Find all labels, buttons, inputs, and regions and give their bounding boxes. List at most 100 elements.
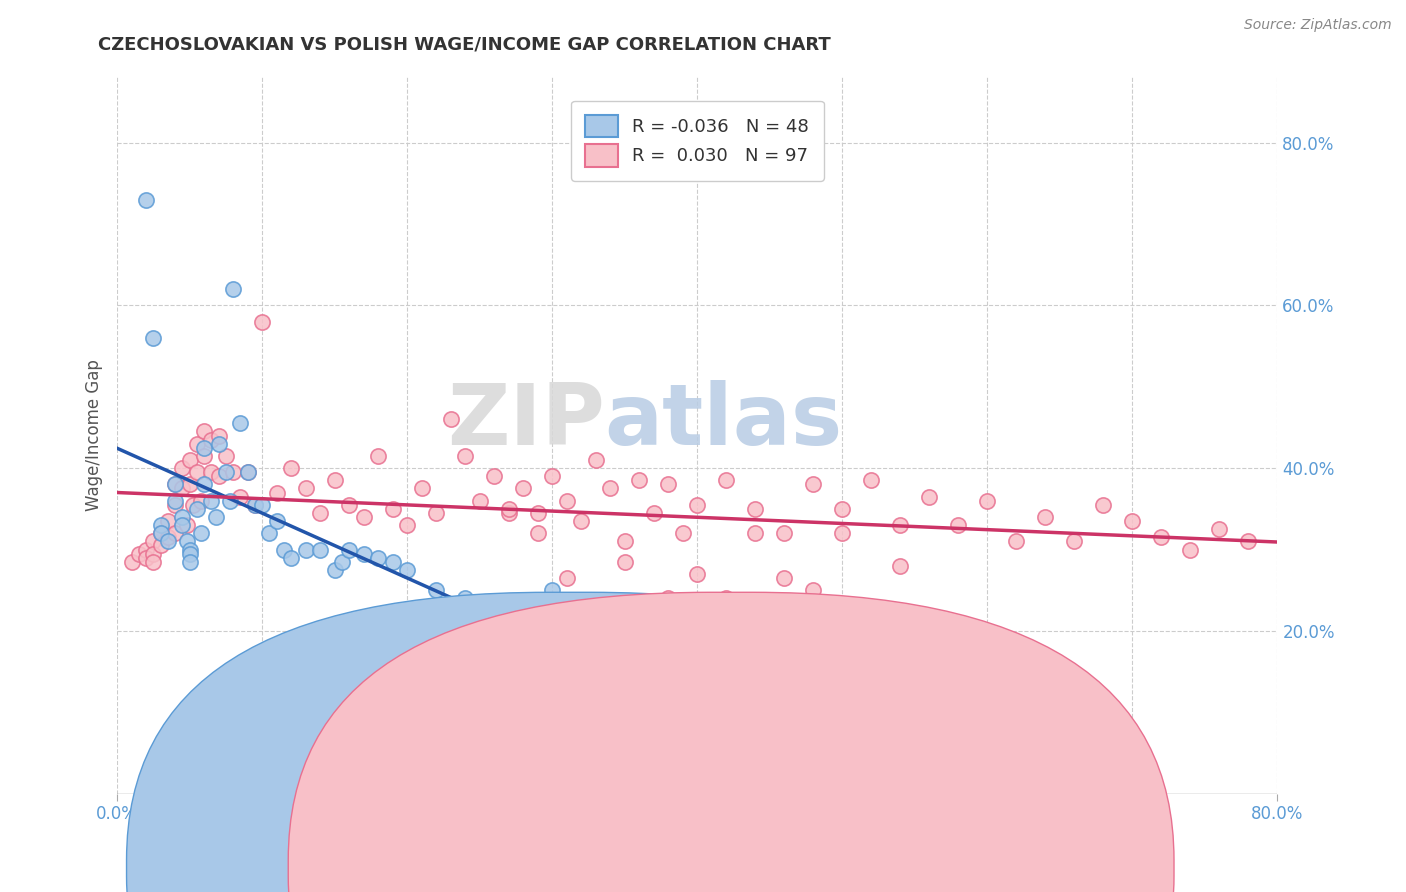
Point xyxy=(156,530,179,544)
Point xyxy=(222,282,245,296)
Point xyxy=(179,453,201,467)
Point xyxy=(686,566,709,581)
Point xyxy=(716,473,738,487)
Point xyxy=(425,583,447,598)
Point xyxy=(411,628,433,642)
Point xyxy=(585,652,607,666)
Point xyxy=(186,465,208,479)
Point xyxy=(172,518,194,533)
Text: ZIP: ZIP xyxy=(447,380,605,463)
Point xyxy=(353,547,375,561)
Point xyxy=(440,412,463,426)
Point xyxy=(337,542,360,557)
Point xyxy=(309,506,332,520)
Text: Czechoslovakians: Czechoslovakians xyxy=(560,847,706,865)
Point xyxy=(149,518,172,533)
Point xyxy=(193,449,215,463)
Point xyxy=(219,493,242,508)
Point xyxy=(889,518,911,533)
Point xyxy=(454,591,477,606)
Point xyxy=(181,498,204,512)
Point xyxy=(259,526,281,541)
Point xyxy=(165,526,187,541)
Point xyxy=(165,477,187,491)
Point xyxy=(200,493,222,508)
Point xyxy=(208,428,231,442)
Point xyxy=(686,498,709,512)
Point xyxy=(208,469,231,483)
Text: Source: ZipAtlas.com: Source: ZipAtlas.com xyxy=(1244,18,1392,32)
Point xyxy=(585,453,607,467)
Point xyxy=(149,526,172,541)
Point xyxy=(186,501,208,516)
Point xyxy=(243,498,266,512)
Point xyxy=(142,547,165,561)
Point xyxy=(716,591,738,606)
Point xyxy=(1208,522,1230,536)
Point xyxy=(555,571,578,585)
Point xyxy=(541,583,564,598)
Point xyxy=(381,555,404,569)
Point xyxy=(801,477,824,491)
Point xyxy=(396,563,419,577)
Point xyxy=(672,526,695,541)
Point xyxy=(468,493,491,508)
Point xyxy=(367,449,389,463)
Point xyxy=(190,526,212,541)
Point xyxy=(1005,534,1028,549)
Point xyxy=(918,490,941,504)
Point xyxy=(396,518,419,533)
Point xyxy=(657,477,679,491)
Point xyxy=(149,538,172,552)
Point xyxy=(773,571,796,585)
Point xyxy=(142,555,165,569)
Point xyxy=(613,555,636,569)
Point xyxy=(330,555,353,569)
Point xyxy=(541,469,564,483)
Point xyxy=(280,550,302,565)
Point xyxy=(243,498,266,512)
Point xyxy=(236,465,259,479)
Point xyxy=(165,493,187,508)
Point xyxy=(135,542,157,557)
Point xyxy=(250,315,273,329)
Point xyxy=(948,518,970,533)
Point xyxy=(266,485,288,500)
Point xyxy=(860,473,883,487)
Point xyxy=(323,473,346,487)
Point xyxy=(250,498,273,512)
Point xyxy=(1121,514,1143,528)
Point xyxy=(773,526,796,541)
Point xyxy=(135,550,157,565)
Point xyxy=(526,526,548,541)
Point xyxy=(179,555,201,569)
Point xyxy=(200,465,222,479)
Point xyxy=(512,624,534,638)
Point xyxy=(193,441,215,455)
Point xyxy=(425,506,447,520)
Text: CZECHOSLOVAKIAN VS POLISH WAGE/INCOME GAP CORRELATION CHART: CZECHOSLOVAKIAN VS POLISH WAGE/INCOME GA… xyxy=(98,36,831,54)
Point xyxy=(222,465,245,479)
Point xyxy=(555,493,578,508)
Point xyxy=(179,477,201,491)
Point xyxy=(200,433,222,447)
Point xyxy=(484,607,506,622)
Point xyxy=(229,490,252,504)
Point xyxy=(440,640,463,655)
Point xyxy=(976,493,998,508)
Point xyxy=(193,425,215,439)
Point xyxy=(179,542,201,557)
Point xyxy=(484,469,506,483)
Point xyxy=(643,506,665,520)
Point xyxy=(309,542,332,557)
Point xyxy=(657,591,679,606)
Point xyxy=(204,510,226,524)
Point xyxy=(1150,530,1173,544)
Point xyxy=(337,498,360,512)
Point xyxy=(176,534,198,549)
Point xyxy=(193,477,215,491)
Point xyxy=(149,526,172,541)
Point xyxy=(1092,498,1115,512)
Point xyxy=(613,534,636,549)
Point xyxy=(831,526,853,541)
